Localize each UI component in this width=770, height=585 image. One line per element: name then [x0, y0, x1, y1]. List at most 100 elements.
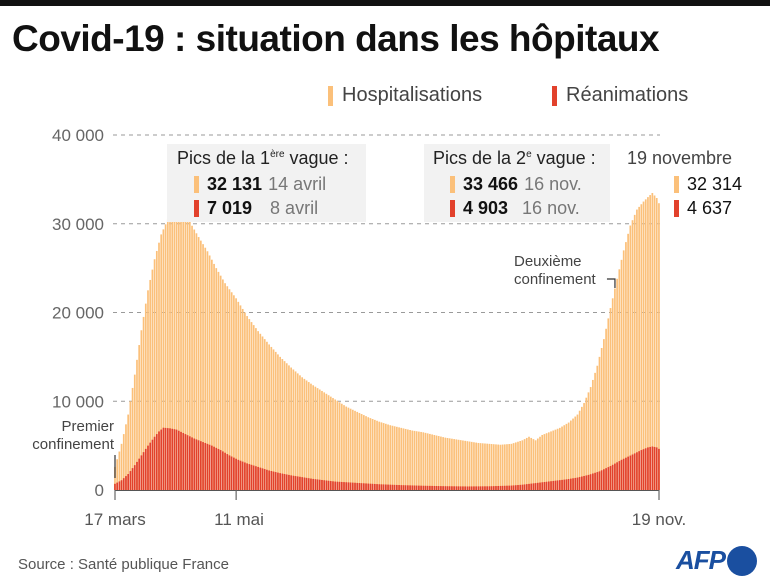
hospitalisations-bar — [536, 438, 539, 490]
source-note: Source : Santé publique France — [18, 556, 229, 573]
reanimations-bar — [180, 431, 182, 490]
hospitalisations-bar — [574, 416, 577, 490]
reanimations-bar — [587, 474, 590, 490]
reanimations-bar — [556, 480, 559, 490]
hospitalisations-bar — [118, 451, 121, 490]
hospitalisations-bar — [261, 336, 264, 490]
hospitalisations-bar — [486, 443, 489, 490]
hospitalisations-bar — [296, 373, 299, 490]
hospitalisations-bar — [464, 440, 466, 490]
reanimations-bar — [625, 457, 627, 490]
reanimations-bar — [618, 461, 621, 490]
x-axis-ticks: 17 mars 11 mai 19 nov. — [84, 490, 686, 529]
hospitalisations-bar — [235, 298, 237, 490]
wave1-hosp-value: 32 131 — [207, 174, 263, 194]
hospitalisations-bar — [567, 422, 570, 490]
hospitalisations-bar — [607, 318, 610, 490]
hospitalisations-bar — [640, 204, 643, 490]
hospitalisations-bar — [475, 442, 477, 490]
hospitalisations-bar — [314, 386, 317, 490]
hospitalisations-bar — [266, 341, 268, 490]
hospitalisations-bar — [186, 218, 189, 491]
legend-label-reanimations: Réanimations — [566, 84, 689, 106]
hospitalisations-bar — [587, 392, 590, 490]
hospitalisations-bar — [332, 398, 334, 490]
hospitalisations-bar — [321, 390, 323, 490]
reanimations-bar — [521, 484, 524, 490]
hospitalisations-bar — [292, 369, 295, 490]
hospitalisations-bar — [294, 371, 297, 490]
hospitalisations-bar — [199, 240, 202, 490]
hospitalisations-bar — [325, 393, 328, 490]
reanimations-bar — [230, 456, 233, 490]
hospitalisations-bar — [250, 322, 253, 490]
reanimations-bar — [600, 470, 603, 490]
reanimations-bar — [470, 486, 473, 490]
hospitalisations-bar — [631, 220, 634, 490]
reanimations-bar — [358, 483, 361, 490]
hospitalisations-bar — [125, 424, 127, 490]
hospitalisations-bar — [281, 359, 284, 490]
reanimations-bar — [351, 482, 354, 490]
reanimations-bar — [572, 478, 574, 490]
reanimations-bar — [349, 482, 352, 490]
hospitalisations-bar — [122, 434, 125, 490]
hospitalisations-bar — [244, 312, 246, 490]
hospitalisations-bar — [358, 412, 361, 490]
reanimations-bar — [541, 482, 544, 490]
reanimations-bar — [305, 477, 308, 490]
hospitalisations-bar — [248, 319, 251, 490]
reanimations-bar — [169, 428, 171, 490]
reanimations-bar — [631, 454, 634, 490]
reanimations-bar — [259, 467, 262, 490]
reanimations-bar — [356, 482, 359, 490]
reanimations-bar — [248, 464, 251, 490]
hospitalisations-bar — [215, 268, 218, 490]
reanimations-bar — [125, 476, 127, 490]
hospitalisations-bar — [609, 308, 612, 490]
hospitalisations-bar — [556, 428, 559, 490]
reanimations-bar — [373, 483, 376, 490]
hospitalisations-bar — [647, 197, 649, 490]
hospitalisations-bar — [219, 275, 222, 490]
reanimations-bar — [578, 477, 581, 490]
reanimations-bar — [514, 485, 517, 490]
reanimations-bar — [594, 472, 596, 490]
hospitalisations-bar — [184, 215, 187, 490]
reanimations-bar — [552, 480, 555, 490]
reanimations-bar — [620, 459, 623, 490]
reanimations-bar — [340, 481, 343, 490]
reanimations-bar — [277, 472, 279, 490]
reanimations-bar — [215, 447, 218, 490]
hospitalisations-bar — [193, 229, 196, 491]
reanimations-bar — [226, 454, 229, 490]
hospitalisations-bar — [492, 444, 495, 490]
hospitalisations-bar — [133, 374, 136, 490]
reanimations-bar — [177, 430, 180, 490]
hospitalisations-bar — [365, 416, 367, 490]
reanimations-bar — [120, 480, 123, 490]
hospitalisations-bar — [228, 289, 231, 490]
reanimations-bar — [431, 485, 433, 490]
hospitalisations-bar — [343, 405, 345, 490]
reanimations-bar — [188, 436, 191, 490]
second-lockdown-label: Deuxième confinement — [514, 253, 596, 289]
hospitalisations-bar — [384, 423, 387, 490]
reanimations-bar — [274, 472, 277, 490]
reanimations-bar — [651, 446, 654, 490]
y-tick-label: 0 — [95, 481, 104, 500]
reanimations-bar — [292, 475, 295, 490]
reanimations-bar — [199, 441, 202, 490]
hospitalisations-bar — [644, 199, 647, 490]
second-lockdown-line2: confinement — [514, 271, 596, 288]
hospitalisations-bar — [398, 427, 400, 490]
hospitalisations-bar — [565, 423, 568, 490]
hospitalisations-bar — [149, 279, 152, 490]
reanimations-bar — [270, 471, 273, 490]
reanimations-bar — [131, 468, 134, 490]
hosp-swatch — [194, 176, 199, 193]
reanimations-bar — [561, 479, 563, 490]
reanimations-bar — [334, 481, 337, 490]
reanimations-bar — [506, 485, 508, 490]
hospitalisations-bar — [285, 363, 288, 490]
